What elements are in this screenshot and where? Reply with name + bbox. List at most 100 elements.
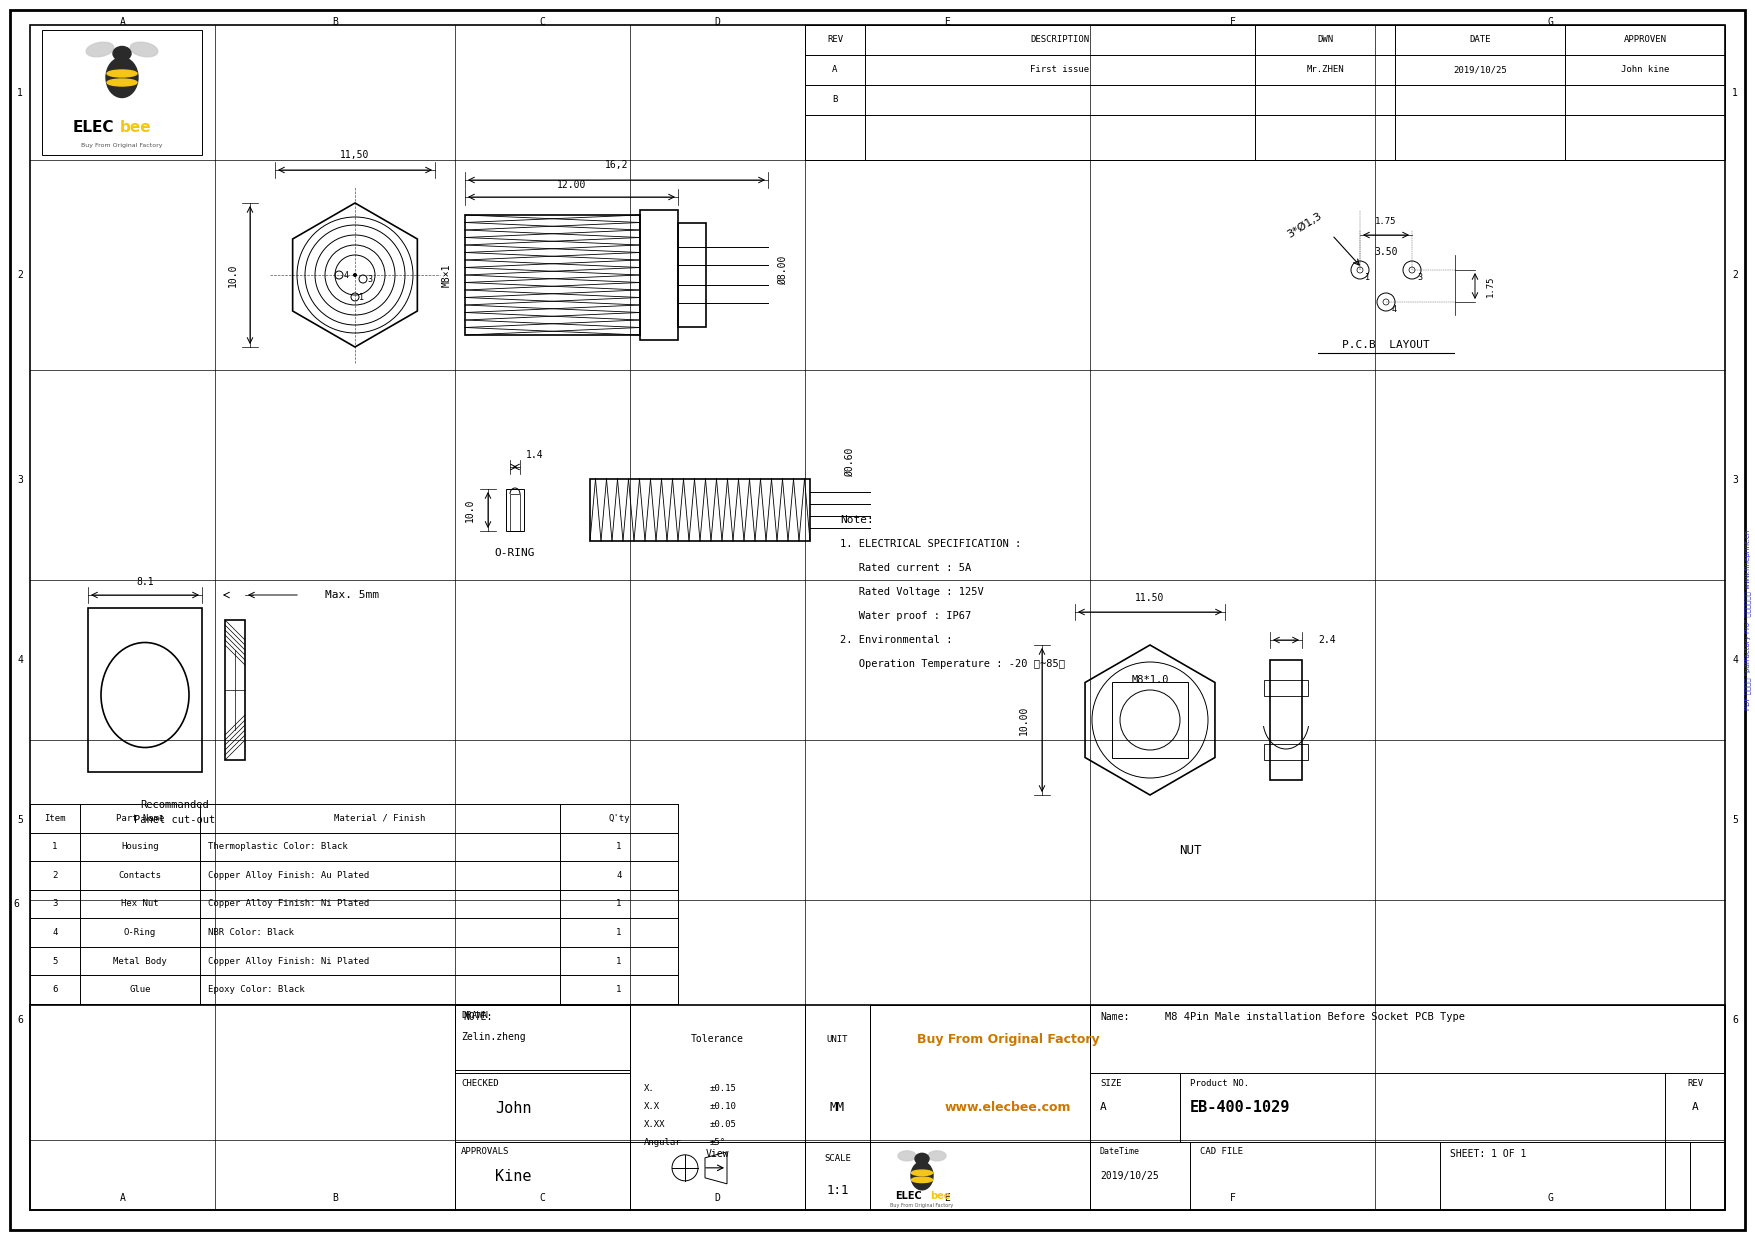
Text: A: A [119, 1193, 125, 1203]
Bar [590, 479, 811, 541]
Text: Housing: Housing [121, 842, 158, 852]
Text: 1: 1 [1365, 274, 1371, 283]
Text: X.X: X.X [644, 1102, 660, 1111]
Text: P.C.B  LAYOUT: P.C.B LAYOUT [1343, 340, 1430, 350]
Text: 6: 6 [1732, 1016, 1737, 1025]
Text: Hex Nut: Hex Nut [121, 899, 158, 909]
Text: O-Ring: O-Ring [125, 928, 156, 937]
Bar [30, 1004, 1725, 1210]
Text: 3: 3 [1732, 475, 1737, 485]
Circle shape [353, 274, 356, 277]
Bar [1113, 682, 1188, 758]
Text: Thermoplastic Color: Black: Thermoplastic Color: Black [209, 842, 347, 852]
Text: REV: REV [827, 36, 842, 45]
Text: NBR Color: Black: NBR Color: Black [209, 928, 295, 937]
Text: ±0.10: ±0.10 [711, 1102, 737, 1111]
Text: 10.0: 10.0 [228, 263, 239, 286]
Text: SIZE: SIZE [1100, 1079, 1121, 1087]
Text: C: C [539, 1193, 546, 1203]
Text: ELEC: ELEC [895, 1190, 921, 1200]
Text: A: A [1692, 1102, 1699, 1112]
Text: bee: bee [119, 120, 153, 135]
Text: Water proof : IP67: Water proof : IP67 [841, 611, 971, 621]
Text: Recommanded: Recommanded [140, 800, 209, 810]
Text: Item: Item [44, 813, 65, 823]
Bar [870, 1004, 1090, 1210]
Ellipse shape [86, 42, 114, 57]
Bar [88, 608, 202, 773]
Text: 3: 3 [367, 274, 372, 284]
Text: NOTE:: NOTE: [463, 1012, 493, 1022]
Text: Part Name: Part Name [116, 813, 165, 823]
Text: Name:: Name: [1100, 1012, 1130, 1022]
Text: Buy From Original Factory: Buy From Original Factory [916, 1033, 1099, 1045]
Text: 2: 2 [1732, 270, 1737, 280]
Text: 5: 5 [1732, 815, 1737, 825]
Text: 5: 5 [18, 815, 23, 825]
Text: SCALE: SCALE [825, 1154, 851, 1163]
Bar [677, 223, 706, 327]
Text: Note:: Note: [841, 515, 874, 525]
Text: Kine: Kine [495, 1169, 532, 1184]
Bar [465, 215, 641, 335]
Ellipse shape [130, 42, 158, 57]
Text: PDF 文件使用 "pdfFactory Pro" 试用版本创建 www.fineprint.cn: PDF 文件使用 "pdfFactory Pro" 试用版本创建 www.fin… [1744, 529, 1751, 711]
Text: 4: 4 [616, 870, 621, 880]
Text: 2: 2 [18, 270, 23, 280]
Text: 6: 6 [53, 986, 58, 994]
Text: 2019/10/25: 2019/10/25 [1100, 1171, 1158, 1180]
Ellipse shape [107, 69, 137, 77]
Text: MM: MM [830, 1101, 844, 1114]
Ellipse shape [105, 57, 139, 98]
Text: M8×1: M8×1 [442, 263, 453, 286]
Text: ±5°: ±5° [711, 1138, 727, 1147]
Bar [641, 210, 677, 340]
Text: Operation Temperature : -20 ℃~85℃: Operation Temperature : -20 ℃~85℃ [841, 658, 1065, 670]
Text: E: E [944, 1193, 951, 1203]
Text: 4: 4 [53, 928, 58, 937]
Text: 1: 1 [616, 956, 621, 966]
Text: EB-400-1029: EB-400-1029 [1190, 1100, 1290, 1115]
Text: NUT: NUT [1179, 843, 1200, 857]
Text: 10.0: 10.0 [465, 498, 476, 522]
Text: 10.00: 10.00 [1020, 706, 1028, 734]
Text: CAD FILE: CAD FILE [1200, 1147, 1243, 1156]
Text: 1: 1 [616, 899, 621, 909]
Text: B: B [332, 1193, 339, 1203]
Text: X.: X. [644, 1084, 655, 1092]
Text: 4: 4 [1732, 655, 1737, 665]
Text: 1.75: 1.75 [1485, 275, 1495, 296]
Text: bee: bee [930, 1190, 951, 1200]
Text: Ø0.60: Ø0.60 [844, 448, 855, 476]
Ellipse shape [899, 1151, 916, 1161]
Text: A: A [1100, 1102, 1107, 1112]
Text: 1.4: 1.4 [526, 450, 544, 460]
Text: 16,2: 16,2 [605, 160, 628, 170]
Text: 1:1: 1:1 [827, 1184, 849, 1198]
Bar [455, 1004, 630, 1070]
Text: Epoxy Color: Black: Epoxy Color: Black [209, 986, 305, 994]
Text: John kine: John kine [1622, 66, 1669, 74]
Text: M8*1.0: M8*1.0 [1132, 675, 1169, 684]
Ellipse shape [911, 1177, 932, 1183]
Text: E: E [944, 17, 951, 27]
Text: 11.50: 11.50 [1135, 593, 1165, 603]
Text: Copper Alloy Finish: Au Plated: Copper Alloy Finish: Au Plated [209, 870, 369, 880]
Text: 3: 3 [18, 475, 23, 485]
Text: 1: 1 [616, 842, 621, 852]
Text: 4: 4 [18, 655, 23, 665]
Text: B: B [832, 95, 837, 104]
Text: 1. ELECTRICAL SPECIFICATION :: 1. ELECTRICAL SPECIFICATION : [841, 539, 1021, 549]
Text: Glue: Glue [130, 986, 151, 994]
Text: 6: 6 [12, 899, 19, 909]
Ellipse shape [928, 1151, 946, 1161]
Text: Mr.ZHEN: Mr.ZHEN [1306, 66, 1344, 74]
Text: 6: 6 [18, 1016, 23, 1025]
Text: UNIT: UNIT [827, 1034, 848, 1044]
Text: 11,50: 11,50 [340, 150, 370, 160]
Text: C: C [539, 17, 546, 27]
Ellipse shape [914, 1153, 928, 1164]
Ellipse shape [112, 46, 132, 61]
Text: DRAWN: DRAWN [462, 1011, 488, 1019]
Text: 1: 1 [53, 842, 58, 852]
